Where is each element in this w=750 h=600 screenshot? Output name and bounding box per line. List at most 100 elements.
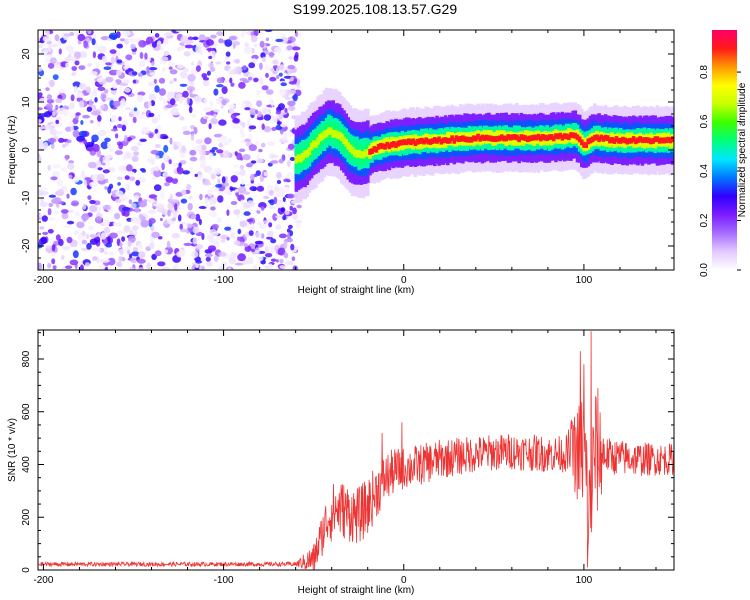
noise-blob xyxy=(194,173,198,177)
signal-track-cell xyxy=(519,134,524,140)
signal-track-cell xyxy=(642,137,647,143)
noise-blob xyxy=(171,264,178,270)
spectrogram-y-tick-label: -20 xyxy=(21,238,32,253)
noise-blob xyxy=(272,213,278,222)
signal-track-cell xyxy=(322,130,327,139)
noise-blob xyxy=(40,197,44,203)
noise-blob xyxy=(120,98,126,106)
noise-blob xyxy=(252,264,258,270)
noise-blob xyxy=(165,104,173,109)
noise-blob xyxy=(246,218,254,223)
noise-blob xyxy=(239,168,246,177)
noise-blob xyxy=(290,243,295,251)
noise-blob xyxy=(197,60,202,67)
noise-blob xyxy=(216,31,224,36)
noise-blob xyxy=(255,250,260,254)
noise-blob xyxy=(83,40,89,49)
noise-blob xyxy=(256,100,263,107)
noise-blob xyxy=(116,261,121,267)
noise-blob xyxy=(256,90,260,96)
noise-blob xyxy=(287,64,296,70)
noise-blob xyxy=(99,154,104,163)
signal-track-cell xyxy=(506,134,511,140)
noise-blob xyxy=(275,224,282,230)
noise-blob xyxy=(38,189,44,196)
noise-blob xyxy=(250,160,257,164)
noise-blob xyxy=(266,141,275,146)
noise-blob xyxy=(227,191,233,196)
noise-blob xyxy=(72,81,81,88)
noise-blob xyxy=(173,144,179,150)
noise-blob xyxy=(181,189,187,196)
noise-blob xyxy=(276,180,282,184)
noise-blob xyxy=(161,162,165,171)
noise-blob xyxy=(215,61,222,65)
noise-blob xyxy=(153,184,162,192)
colorbar-tick-label: 0.4 xyxy=(699,164,710,178)
noise-blob xyxy=(128,171,136,176)
noise-blob xyxy=(206,70,211,76)
snr-x-tick-label: 100 xyxy=(576,575,593,586)
noise-blob xyxy=(51,258,56,265)
noise-blob xyxy=(50,123,59,127)
signal-track-cell xyxy=(571,132,575,139)
noise-blob xyxy=(287,100,296,107)
signal-track-cell xyxy=(489,135,493,142)
noise-blob xyxy=(69,31,75,36)
noise-blob xyxy=(131,51,137,55)
noise-blob xyxy=(179,116,185,121)
noise-blob xyxy=(56,107,66,116)
noise-blob xyxy=(193,145,202,151)
signal-track-cell xyxy=(606,135,610,141)
noise-blob xyxy=(195,213,201,222)
noise-blob xyxy=(189,149,197,156)
noise-blob xyxy=(259,62,263,70)
noise-blob xyxy=(155,155,160,160)
noise-blob xyxy=(122,30,131,37)
noise-blob xyxy=(91,38,96,46)
signal-track-cell xyxy=(569,132,573,138)
noise-blob xyxy=(287,193,295,199)
noise-blob xyxy=(56,178,64,187)
noise-blob xyxy=(286,228,291,233)
noise-blob xyxy=(130,203,137,209)
signal-track-cell xyxy=(411,138,415,145)
noise-blob xyxy=(137,141,143,146)
noise-blob xyxy=(154,143,161,149)
noise-blob xyxy=(49,128,57,136)
noise-blob xyxy=(209,99,213,108)
noise-blob xyxy=(189,81,195,86)
noise-blob xyxy=(96,248,101,252)
signal-track-cell xyxy=(305,149,310,158)
noise-blob xyxy=(154,85,160,93)
signal-track-cell xyxy=(515,134,519,141)
noise-blob xyxy=(123,79,130,84)
signal-track-cell xyxy=(597,136,601,143)
signal-track-cell xyxy=(493,136,498,142)
noise-blob xyxy=(265,89,274,95)
noise-blob xyxy=(199,193,203,201)
noise-blob xyxy=(285,186,289,193)
noise-blob xyxy=(129,176,136,181)
signal-track-cell xyxy=(396,140,400,147)
noise-blob xyxy=(238,81,246,89)
noise-blob xyxy=(211,223,219,230)
signal-track-cell xyxy=(586,138,591,145)
signal-track-cell xyxy=(549,134,554,140)
noise-blob xyxy=(163,144,169,153)
signal-track-cell xyxy=(616,137,621,144)
noise-blob xyxy=(204,116,209,120)
noise-blob xyxy=(139,52,144,59)
noise-blob xyxy=(202,182,212,186)
noise-blob xyxy=(125,54,133,61)
noise-blob xyxy=(277,247,286,256)
noise-blob xyxy=(123,225,131,233)
signal-track-cell xyxy=(618,138,623,144)
signal-track-cell xyxy=(502,135,506,142)
noise-blob xyxy=(57,94,63,100)
noise-blob xyxy=(104,89,109,94)
noise-blob xyxy=(65,45,74,52)
noise-blob xyxy=(254,141,261,146)
noise-blob xyxy=(62,144,66,148)
